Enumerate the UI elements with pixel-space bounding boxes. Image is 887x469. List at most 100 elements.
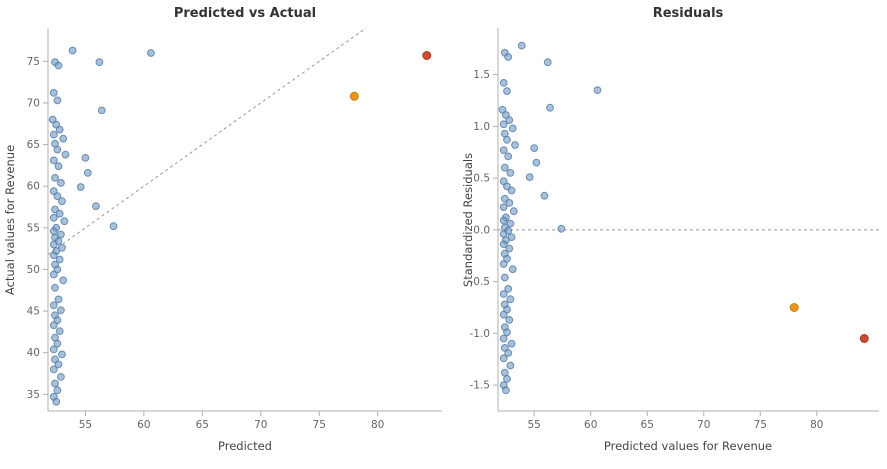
scatter-point (53, 192, 62, 201)
chart-title: Predicted vs Actual (174, 6, 316, 21)
y-tick-label: 35 (27, 389, 40, 401)
x-axis-label: Predicted values for Revenue (604, 439, 772, 453)
scatter-point (509, 207, 518, 216)
scatter-point (517, 41, 526, 50)
scatter-point (499, 260, 508, 268)
scatter-point (49, 227, 58, 236)
scatter-point (57, 179, 65, 187)
y-tick-label: 70 (27, 97, 40, 109)
scatter-point (49, 130, 58, 139)
scatter-point (530, 144, 539, 153)
scatter-point (499, 240, 508, 249)
scatter-point (55, 327, 64, 336)
x-tick-label: 55 (79, 419, 92, 431)
scatter-point (505, 316, 514, 324)
scatter-point (49, 345, 58, 354)
scatter-point (499, 146, 508, 155)
residuals-plot: Residuals Predicted values for Revenue S… (461, 6, 879, 453)
scatter-point (507, 186, 516, 195)
scatter-point (503, 135, 511, 144)
x-tick-label: 55 (527, 419, 540, 431)
scatter-point (49, 213, 58, 222)
scatter-point (57, 230, 65, 239)
scatter-point (54, 360, 63, 369)
y-tick-label: 50 (27, 264, 40, 276)
scatter-point (59, 134, 68, 143)
y-tick-label: 75 (27, 56, 40, 68)
x-tick-label: 80 (371, 419, 384, 431)
scatter-point (97, 106, 106, 115)
x-tick-label: 65 (641, 419, 654, 431)
x-axis-label: Predicted (218, 439, 272, 453)
scatter-point (499, 310, 508, 319)
x-tick-label: 75 (754, 419, 767, 431)
scatter-point (58, 350, 66, 359)
scatter-point (508, 124, 517, 133)
chart-title: Residuals (653, 6, 724, 21)
scatter-point (500, 273, 509, 282)
scatter-point (505, 199, 514, 207)
y-axis-label: Standardized Residuals (461, 153, 475, 287)
highlight-point-orange (349, 91, 359, 101)
scatter-point (53, 145, 62, 154)
scatter-point (49, 270, 58, 279)
scatter-point (83, 169, 92, 177)
scatter-point (499, 79, 508, 87)
scatter-point (61, 150, 70, 159)
scatter-point (499, 203, 508, 212)
scatter-point (57, 306, 65, 315)
x-tick-label: 60 (584, 419, 597, 431)
y-tick-label: -0.5 (470, 276, 491, 288)
scatter-point (51, 283, 59, 292)
scatter-point (49, 301, 58, 310)
y-tick-label: 65 (27, 139, 40, 151)
scatter-point (57, 373, 65, 381)
highlight-point-red (422, 51, 432, 60)
x-tick-label: 65 (196, 419, 209, 431)
y-tick-label: 1.5 (473, 69, 490, 81)
scatter-point (58, 197, 66, 206)
scatter-point (49, 321, 58, 330)
scatter-point (58, 243, 66, 252)
y-tick-label: 0.0 (473, 224, 490, 236)
scatter-point (504, 152, 513, 161)
x-tick-label: 70 (697, 419, 710, 431)
scatter-point (503, 375, 511, 383)
scatter-point (504, 53, 513, 61)
scatter-point (53, 386, 62, 395)
scatter-point (68, 46, 77, 55)
scatter-point (506, 219, 515, 228)
scatter-point (507, 339, 516, 348)
scatter-point (51, 379, 59, 388)
scatter-point (499, 216, 508, 225)
scatter-point (557, 224, 566, 233)
scatter-point (49, 251, 58, 260)
scatter-point (54, 295, 63, 304)
scatter-point (540, 191, 549, 200)
scatter-point (81, 154, 90, 162)
scatter-point (59, 276, 68, 285)
scatter-point (147, 49, 155, 57)
scatter-point (505, 116, 514, 124)
scatter-point (525, 173, 534, 182)
scatter-point (504, 285, 513, 293)
scatter-point (55, 209, 64, 218)
y-tick-label: 1.0 (473, 121, 490, 133)
scatter-point (499, 120, 508, 129)
x-tick-label: 70 (254, 419, 267, 431)
scatter-point (499, 290, 508, 298)
scatter-point (506, 295, 515, 304)
scatter-point (55, 255, 64, 264)
scatter-point (499, 334, 508, 343)
predicted-vs-actual-panel: Predicted vs Actual Predicted Actual val… (3, 6, 442, 453)
scatter-point (506, 169, 515, 177)
scatter-point (53, 96, 62, 105)
scatter-point (49, 89, 58, 97)
scatter-point (499, 354, 508, 363)
scatter-point (49, 156, 58, 165)
y-tick-label: 60 (27, 181, 40, 193)
scatter-point (49, 365, 58, 374)
scatter-point (532, 158, 541, 167)
scatter-point (502, 386, 510, 395)
